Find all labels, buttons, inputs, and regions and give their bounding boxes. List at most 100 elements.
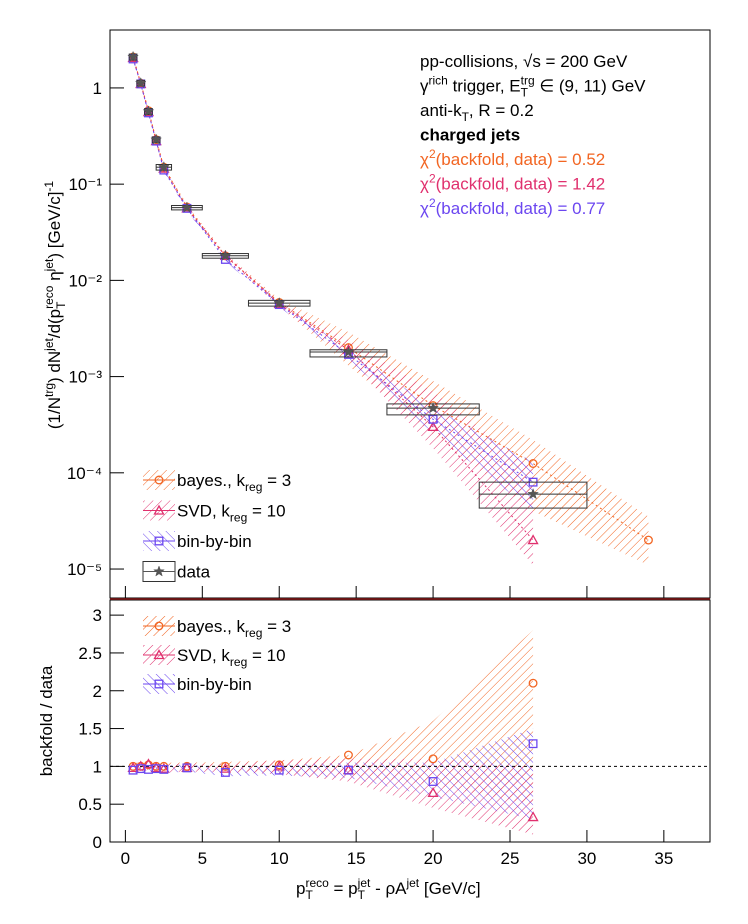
annotation: anti-kT, R = 0.2 bbox=[420, 101, 534, 124]
text-part: /d(p bbox=[45, 309, 64, 338]
text-part: [GeV/c] bbox=[419, 879, 480, 898]
text-part: jet bbox=[42, 258, 56, 272]
legend-label: SVD, kreg = 10 bbox=[177, 646, 286, 669]
text-part: ) [GeV/c] bbox=[45, 192, 64, 259]
y-axis-label: (1/Ntrg) dNjet/d(precoT ηjet) [GeV/c]-1 bbox=[42, 181, 68, 430]
y-tick-label: 10⁻³ bbox=[68, 368, 102, 387]
marker bbox=[154, 679, 164, 689]
marker bbox=[428, 414, 438, 424]
marker bbox=[142, 105, 155, 117]
text-part: trg bbox=[521, 74, 535, 88]
marker bbox=[154, 621, 164, 631]
y-tick-label: 10⁻⁴ bbox=[67, 464, 102, 483]
marker bbox=[427, 421, 439, 432]
text-part: = 10 bbox=[247, 502, 285, 521]
text-part: jet bbox=[405, 876, 419, 890]
y-tick-label: 1 bbox=[93, 79, 102, 98]
marker bbox=[527, 534, 539, 545]
marker bbox=[427, 787, 439, 797]
marker bbox=[342, 345, 355, 358]
text-part: = 10 bbox=[247, 646, 285, 665]
marker bbox=[428, 754, 438, 764]
marker bbox=[153, 649, 165, 660]
y-tick-label: 1.5 bbox=[78, 720, 102, 739]
marker bbox=[427, 401, 439, 414]
marker bbox=[154, 536, 164, 546]
marker bbox=[159, 764, 169, 774]
text-part: -1 bbox=[42, 181, 56, 192]
text-part: (backfold, data) = 0.77 bbox=[436, 199, 606, 218]
text-part: 2 bbox=[429, 147, 436, 161]
text-part: SVD, k bbox=[177, 502, 230, 521]
text-part: charged jets bbox=[420, 126, 520, 145]
panel: 0 5 10 15 20 25 30 35 0 0.5 1 1.5 2 2.5 3 bbox=[78, 599, 711, 868]
text-part: ∈ (9, 11) GeV bbox=[535, 77, 647, 96]
marker bbox=[182, 763, 192, 773]
marker bbox=[344, 750, 353, 760]
text-part: - ρA bbox=[370, 879, 407, 898]
marker bbox=[142, 758, 155, 769]
y-tick-label: 10⁻¹ bbox=[68, 175, 102, 194]
text-part: T bbox=[54, 301, 68, 309]
x-tick-label: 35 bbox=[654, 849, 673, 868]
text-part: reco bbox=[305, 876, 329, 890]
text-part: jet bbox=[42, 338, 56, 352]
marker bbox=[527, 487, 539, 500]
marker bbox=[127, 762, 139, 773]
uncertainty-band bbox=[133, 54, 649, 566]
marker bbox=[644, 535, 653, 545]
marker bbox=[344, 765, 353, 775]
text-part: data bbox=[177, 563, 211, 582]
uncertainty-band bbox=[133, 728, 534, 820]
text-part: (backfold, data) = 1.42 bbox=[436, 175, 606, 194]
marker bbox=[158, 762, 170, 773]
text-part: χ bbox=[420, 175, 429, 194]
text-part: = 3 bbox=[262, 471, 291, 490]
marker bbox=[181, 201, 193, 213]
text-part: backfold / data bbox=[37, 665, 56, 776]
marker bbox=[134, 76, 147, 89]
y-tick-label: 0 bbox=[93, 833, 102, 852]
y-tick-label: 10⁻⁵ bbox=[67, 560, 102, 579]
text-part: 2 bbox=[429, 172, 436, 186]
y-tick-label: 0.5 bbox=[78, 795, 102, 814]
legend-label: bin-by-bin bbox=[177, 532, 252, 551]
text-part: reg bbox=[245, 480, 262, 494]
text-part: trg bbox=[42, 383, 56, 397]
marker bbox=[154, 475, 164, 485]
text-part: bayes., k bbox=[177, 471, 246, 490]
marker bbox=[150, 133, 163, 145]
marker bbox=[135, 760, 147, 771]
marker bbox=[528, 459, 538, 468]
annotation: pp-collisions, √s = 200 GeV bbox=[420, 52, 628, 71]
text-part: T bbox=[358, 888, 366, 902]
legend-label: SVD, kreg = 10 bbox=[177, 502, 286, 525]
legend-label: bin-by-bin bbox=[177, 675, 252, 694]
text-part: γ bbox=[420, 77, 429, 96]
marker bbox=[220, 767, 230, 777]
annotation: χ2(backfold, data) = 1.42 bbox=[420, 172, 605, 194]
x-tick-label: 5 bbox=[198, 849, 207, 868]
text-part: ) dN bbox=[45, 351, 64, 383]
text-part: (1/N bbox=[45, 397, 64, 429]
text-part: pp-collisions, √s = 200 GeV bbox=[420, 52, 628, 71]
text-part: jet bbox=[357, 876, 371, 890]
y-tick-label: 10⁻² bbox=[68, 271, 102, 290]
text-part: bin-by-bin bbox=[177, 675, 252, 694]
text-part: trigger, E bbox=[448, 77, 521, 96]
text-part: T bbox=[462, 110, 470, 124]
marker bbox=[220, 761, 230, 771]
annotation: charged jets bbox=[420, 126, 520, 145]
marker bbox=[528, 739, 538, 749]
text-part: T bbox=[305, 888, 313, 902]
panel: 10⁻⁵ 10⁻⁴ 10⁻³ 10⁻² 10⁻¹ 1 bbox=[67, 29, 711, 599]
y-tick-label: 2.5 bbox=[78, 644, 102, 663]
text-part: bayes., k bbox=[177, 617, 246, 636]
uncertainty-band bbox=[133, 56, 534, 512]
y-tick-label: 2 bbox=[93, 682, 102, 701]
uncertainty-band bbox=[133, 55, 534, 566]
text-part: = p bbox=[329, 879, 358, 898]
text-part: anti-k bbox=[420, 101, 462, 120]
x-tick-label: 0 bbox=[121, 849, 130, 868]
